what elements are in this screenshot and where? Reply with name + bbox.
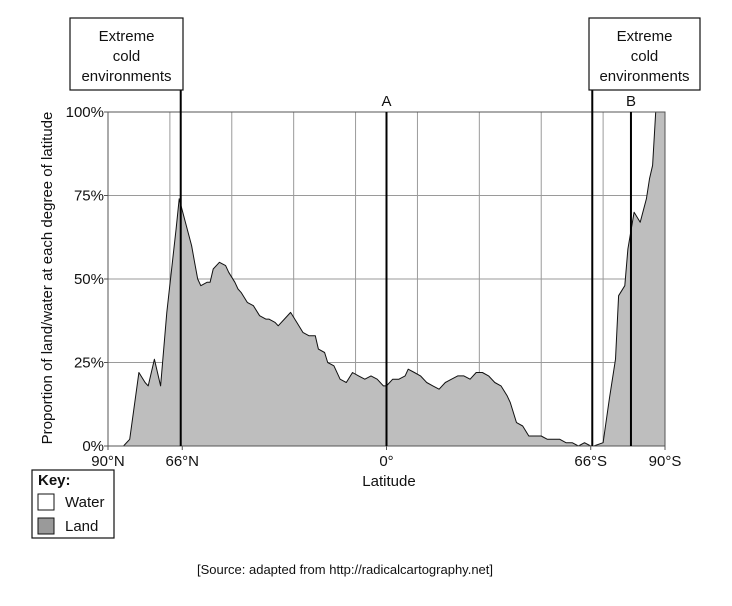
y-axis-label: Proportion of land/water at each degree … (39, 112, 56, 445)
legend-swatch-land (37, 517, 55, 535)
box-right-line-2: cold (631, 48, 659, 65)
legend-title: Key: (38, 472, 71, 489)
annotation-label: B (626, 93, 636, 110)
legend: Key: Water Land (31, 469, 115, 539)
legend-label-land: Land (65, 518, 98, 535)
annotation-label: A (381, 93, 391, 110)
box-left-line-3: environments (81, 68, 171, 85)
x-axis-ticks: 90°N 66°N 0° 66°S 90°S (91, 446, 681, 470)
x-axis-label: Latitude (362, 473, 415, 490)
x-tick-label: 66°N (166, 453, 200, 470)
x-tick-label: 90°N (91, 453, 125, 470)
x-tick-label: 90°S (649, 453, 682, 470)
box-right-line-3: environments (599, 68, 689, 85)
y-tick-label: 0% (82, 438, 104, 455)
box-left-line-1: Extreme (99, 28, 155, 45)
source-caption: [Source: adapted from http://radicalcart… (197, 562, 493, 577)
y-tick-label: 25% (74, 355, 104, 372)
x-tick-label: 66°S (574, 453, 607, 470)
extreme-cold-box-right: Extreme cold environments (588, 17, 701, 91)
legend-label-water: Water (65, 494, 104, 511)
box-left-line-2: cold (113, 48, 141, 65)
box-right-line-1: Extreme (617, 28, 673, 45)
legend-swatch-water (37, 493, 55, 511)
y-axis-ticks: 0% 25% 50% 75% 100% (66, 104, 108, 455)
extreme-cold-box-left: Extreme cold environments (69, 17, 184, 91)
y-tick-label: 50% (74, 271, 104, 288)
y-tick-label: 75% (74, 188, 104, 205)
x-tick-label: 0° (379, 453, 393, 470)
y-tick-label: 100% (66, 104, 104, 121)
